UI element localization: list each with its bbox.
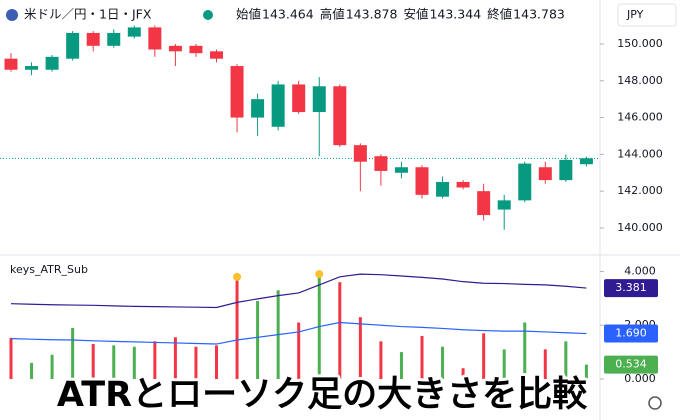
histogram-bar: [482, 333, 486, 379]
histogram-bar: [543, 349, 547, 379]
histogram-bar: [173, 337, 177, 379]
histogram-bar: [112, 345, 116, 379]
value-label: 0.534: [615, 358, 647, 371]
histogram-bar: [235, 276, 239, 379]
candle-body: [333, 86, 347, 146]
candle-body: [436, 181, 450, 197]
indicator-title: keys_ATR_Sub: [10, 263, 88, 276]
candle-body: [456, 181, 470, 188]
value-box: [604, 355, 658, 374]
histogram-bar: [502, 349, 506, 379]
candle-body: [25, 66, 39, 70]
histogram-bar: [256, 301, 260, 379]
histogram-bar: [215, 345, 218, 379]
histogram-bar: [399, 352, 403, 379]
candle-body: [477, 191, 491, 216]
plot: 140.000 142.000 144.000 146.000 148.000 150.0…: [0, 25, 663, 385]
settings-icon[interactable]: [648, 396, 662, 410]
histogram-bar: [30, 362, 34, 379]
value-label: 3.381: [615, 281, 647, 294]
histogram-bar: [132, 346, 136, 379]
signal-dot: [315, 270, 324, 279]
value-label: 1.690: [615, 327, 647, 340]
candle-body: [353, 145, 367, 162]
candle-body: [559, 159, 573, 181]
flag-icon: [6, 9, 18, 21]
ohlc-legend: 始値 143.464 高値 143.878 安値 143.344 終値 143.783: [236, 7, 565, 22]
ohlc-value: 143.878: [346, 7, 398, 22]
candle-body: [271, 84, 285, 127]
candle-body: [86, 32, 100, 46]
y-tick-label: 4.000: [624, 264, 656, 277]
symbol-title: 米ドル／円・1日・JFX: [24, 7, 152, 22]
candle-body: [4, 58, 18, 70]
histogram-bar: [71, 327, 75, 379]
ohlc-value: 143.464: [262, 7, 314, 22]
y-tick-label: 140.000: [617, 221, 663, 234]
ohlc-value: 143.783: [513, 7, 565, 22]
candle-body: [394, 167, 408, 173]
signal-dot: [233, 272, 242, 281]
ohlc-label: 安値: [403, 7, 428, 22]
ohlc-value: 143.344: [429, 7, 481, 22]
candle-body: [579, 158, 593, 165]
candle-body: [189, 45, 203, 54]
histogram-bar: [523, 322, 527, 379]
histogram-bar: [584, 364, 588, 379]
candle-body: [415, 167, 429, 195]
y-tick-label: 146.000: [617, 111, 663, 124]
candle-body: [148, 27, 162, 50]
y-tick-label: 148.000: [617, 74, 663, 87]
histogram-bar: [420, 335, 424, 379]
histogram-bar: [153, 341, 157, 379]
histogram-bar: [297, 322, 301, 379]
histogram-bar: [338, 282, 342, 379]
candle-body: [518, 163, 532, 201]
candle-body: [127, 27, 141, 37]
histogram-bar: [358, 317, 362, 379]
candle-body: [66, 32, 80, 59]
y-tick-label: 144.000: [617, 147, 663, 160]
histogram-bar: [50, 354, 54, 379]
candle-body: [251, 99, 265, 118]
histogram-bar: [9, 337, 13, 379]
indicator-line: [10, 321, 587, 345]
histogram-bar: [379, 341, 383, 379]
indicator-line: [10, 273, 587, 309]
histogram-bar: [564, 341, 568, 379]
candle-body: [538, 167, 552, 181]
candle-body: [45, 56, 59, 70]
histogram-bar: [194, 346, 198, 379]
y-tick-label: 142.000: [617, 184, 663, 197]
y-tick-label: 0.000: [624, 372, 656, 385]
candle-body: [107, 32, 121, 46]
value-box: [604, 324, 658, 343]
candle-body: [210, 51, 223, 59]
candle-body: [374, 156, 388, 171]
banner: ATRとローソク足の大きさを比較: [57, 375, 588, 415]
histogram-bar: [461, 368, 465, 379]
currency-box[interactable]: [617, 3, 677, 27]
value-box: [604, 279, 658, 298]
candle-body: [497, 200, 511, 210]
ohlc-label: 終値: [487, 7, 512, 22]
candle-body: [168, 45, 182, 52]
histogram-bar: [441, 346, 445, 379]
candle-body: [312, 86, 326, 113]
candle-body: [230, 66, 244, 118]
currency[interactable]: JPY: [626, 8, 644, 21]
candle-body: [292, 84, 306, 113]
histogram-bar: [91, 344, 95, 379]
y-tick-label: 150.000: [617, 37, 663, 50]
ohlc-label: 始値: [236, 7, 261, 22]
ohlc-label: 高値: [320, 7, 345, 22]
status-dot: [203, 10, 213, 20]
